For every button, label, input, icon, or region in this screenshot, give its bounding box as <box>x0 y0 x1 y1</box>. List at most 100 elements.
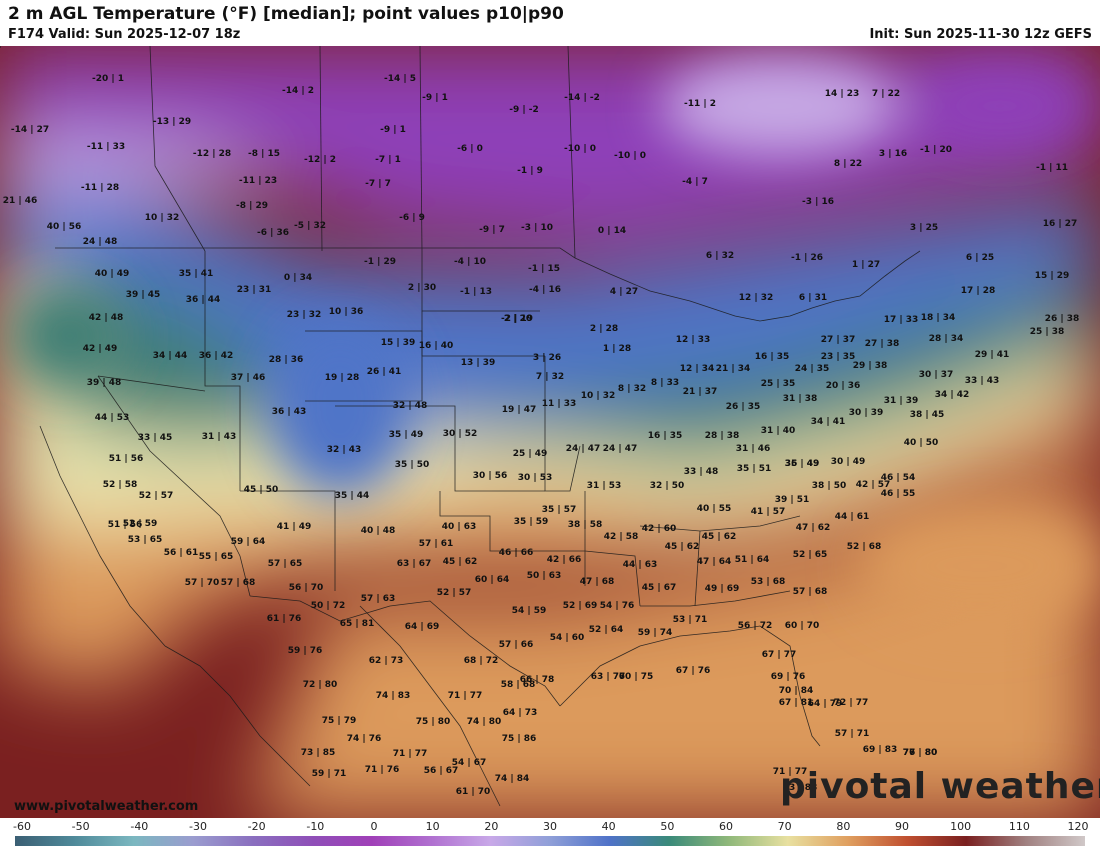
point-value-label: 35 | 50 <box>395 460 430 470</box>
colorbar-tick-label: 10 <box>425 820 440 833</box>
point-value-label: 2 | 20 <box>504 314 532 324</box>
point-value-label: -4 | 10 <box>454 257 486 267</box>
map-header: 2 m AGL Temperature (°F) [median]; point… <box>0 0 1100 46</box>
point-value-label: 12 | 33 <box>676 335 711 345</box>
point-value-label: 56 | 61 <box>164 548 199 558</box>
point-value-label: -3 | 10 <box>521 223 553 233</box>
point-value-label: 41 | 49 <box>277 522 312 532</box>
point-value-label: 53 | 65 <box>128 535 163 545</box>
valid-time: F174 Valid: Sun 2025-12-07 18z <box>8 27 241 42</box>
point-value-label: -9 | 1 <box>422 93 448 103</box>
point-value-label: 57 | 68 <box>221 578 256 588</box>
point-value-label: 26 | 38 <box>1045 314 1080 324</box>
point-value-label: 33 | 48 <box>684 467 719 477</box>
point-value-label: 67 | 77 <box>762 650 797 660</box>
point-value-label: 17 | 28 <box>961 286 996 296</box>
point-value-label: 74 | 76 <box>347 734 382 744</box>
point-value-label: 52 | 64 <box>589 625 624 635</box>
point-value-label: 33 | 43 <box>965 376 1000 386</box>
point-value-label: 28 | 36 <box>269 355 304 365</box>
point-value-label: 26 | 35 <box>726 402 761 412</box>
point-value-label: -14 | 5 <box>384 74 416 84</box>
point-value-label: 62 | 73 <box>369 656 404 666</box>
point-value-label: -1 | 26 <box>791 253 823 263</box>
point-value-label: 29 | 41 <box>975 350 1010 360</box>
point-value-label: 34 | 41 <box>811 417 846 427</box>
point-value-label: 74 | 84 <box>495 774 530 784</box>
point-value-label: 75 | 86 <box>502 734 537 744</box>
point-value-label: 47 | 68 <box>580 577 615 587</box>
point-value-label: 16 | 35 <box>755 352 790 362</box>
point-value-label: -14 | -2 <box>564 93 600 103</box>
point-value-label: 21 | 34 <box>716 364 751 374</box>
point-value-label: 35 | 44 <box>335 491 370 501</box>
site-url: www.pivotalweather.com <box>14 799 199 814</box>
point-value-label: -11 | 28 <box>81 183 119 193</box>
point-value-label: 2 | 28 <box>590 324 618 334</box>
point-value-label: 38 | 58 <box>568 520 603 530</box>
point-value-label: 10 | 32 <box>581 391 616 401</box>
point-value-label: 68 | 72 <box>464 656 499 666</box>
point-value-label: -1 | 9 <box>517 166 543 176</box>
point-value-label: 42 | 60 <box>642 524 677 534</box>
point-value-label: 44 | 63 <box>623 560 658 570</box>
point-value-label: 16 | 27 <box>1043 219 1078 229</box>
point-value-label: 30 | 39 <box>849 408 884 418</box>
point-value-label: -1 | 29 <box>364 257 396 267</box>
point-value-label: 40 | 55 <box>697 504 732 514</box>
colorbar-tick-label: -40 <box>130 820 149 833</box>
point-value-label: 63 | 67 <box>397 559 432 569</box>
point-value-label: 27 | 37 <box>821 335 856 345</box>
point-value-label: 47 | 62 <box>796 523 831 533</box>
point-value-label: 6 | 31 <box>799 293 827 303</box>
colorbar-tick-label: -50 <box>71 820 90 833</box>
point-value-label: -13 | 29 <box>153 117 191 127</box>
point-value-label: 52 | 58 <box>103 480 138 490</box>
point-value-label: 3 | 25 <box>910 223 938 233</box>
point-value-label: 59 | 64 <box>231 537 266 547</box>
point-value-label: 58 | 68 <box>501 680 536 690</box>
point-value-label: 64 | 73 <box>503 708 538 718</box>
point-value-label: 30 | 49 <box>831 457 866 467</box>
point-value-label: 41 | 57 <box>751 507 786 517</box>
point-value-label: 31 | 46 <box>736 444 771 454</box>
point-value-label: 1 | 28 <box>603 344 631 354</box>
point-value-label: -7 | 1 <box>375 155 401 165</box>
point-value-label: 39 | 45 <box>126 290 161 300</box>
point-value-label: 31 | 39 <box>884 396 919 406</box>
colorbar-gradient <box>15 836 1085 846</box>
point-value-label: 44 | 61 <box>835 512 870 522</box>
point-value-label: 40 | 50 <box>904 438 939 448</box>
point-value-label: 50 | 72 <box>311 601 346 611</box>
point-value-label: -14 | 2 <box>282 86 314 96</box>
point-value-label: -1 | 11 <box>1036 163 1068 173</box>
point-value-label: 40 | 63 <box>442 522 477 532</box>
point-value-label: -8 | 15 <box>248 149 280 159</box>
point-value-label: 70 | 84 <box>779 686 814 696</box>
point-value-label: -11 | 23 <box>239 176 277 186</box>
point-value-label: 49 | 69 <box>705 584 740 594</box>
point-value-label: 32 | 43 <box>327 445 362 455</box>
point-value-label: 57 | 70 <box>185 578 220 588</box>
point-value-label: 61 | 70 <box>456 787 491 797</box>
point-value-label: 74 | 83 <box>376 691 411 701</box>
point-value-label: -2 | 19 <box>501 314 533 324</box>
colorbar-tick-label: 100 <box>950 820 972 833</box>
point-value-label: -12 | 28 <box>193 149 231 159</box>
point-value-label: 21 | 46 <box>3 196 38 206</box>
point-value-label: 20 | 36 <box>826 381 861 391</box>
point-value-label: 42 | 48 <box>89 313 124 323</box>
point-value-label: 57 | 61 <box>419 539 454 549</box>
point-value-label: 30 | 37 <box>919 370 954 380</box>
point-value-label: -10 | 0 <box>614 151 646 161</box>
point-value-label: 66 | 78 <box>520 675 555 685</box>
point-value-label: -6 | 9 <box>399 213 425 223</box>
point-value-label: 42 | 66 <box>547 555 582 565</box>
point-value-label: 56 | 67 <box>424 766 459 776</box>
point-value-label: 23 | 35 <box>821 352 856 362</box>
point-value-label: -6 | 36 <box>257 228 289 238</box>
point-value-label: 24 | 48 <box>83 237 118 247</box>
point-value-label: 37 | 46 <box>231 373 266 383</box>
point-value-label: 45 | 62 <box>665 542 700 552</box>
colorbar-tick-label: -20 <box>247 820 266 833</box>
